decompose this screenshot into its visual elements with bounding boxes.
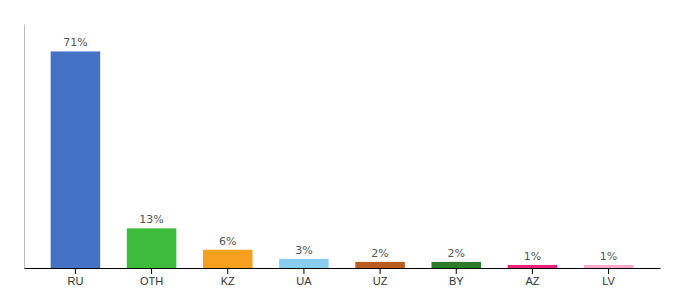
data-label: 13%	[139, 213, 163, 226]
x-tick-label: KZ	[221, 275, 235, 287]
data-label: 1%	[524, 250, 541, 263]
data-labels: 71% 13% 6% 3% 2% 2% 1% 1%	[63, 36, 617, 263]
data-label: 6%	[219, 235, 236, 248]
y-axis-line	[24, 25, 25, 269]
data-label: 71%	[63, 36, 87, 49]
x-tick-mark	[532, 268, 533, 274]
x-tick-mark	[227, 268, 228, 274]
x-tick: UA	[296, 268, 312, 287]
bar	[584, 265, 634, 268]
y-axis	[24, 25, 25, 269]
x-tick-mark	[151, 268, 152, 274]
x-tick: KZ	[221, 268, 235, 287]
x-tick-label: AZ	[525, 275, 539, 287]
x-tick-label: RU	[67, 275, 83, 287]
x-tick: RU	[67, 268, 83, 287]
x-tick: OTH	[140, 268, 163, 287]
data-label: 1%	[600, 250, 617, 263]
data-label: 3%	[295, 244, 312, 257]
data-label: 2%	[448, 247, 465, 260]
x-tick: LV	[602, 268, 615, 287]
plot: RU OTH KZ UA UZ BY AZ LV 71% 13% 6% 3% 2% 2% 1% 1%	[25, 25, 661, 287]
bar	[431, 262, 481, 268]
data-label: 2%	[371, 247, 388, 260]
bar	[508, 265, 558, 268]
bar	[203, 250, 253, 268]
x-axis: RU OTH KZ UA UZ BY AZ LV	[25, 268, 661, 287]
x-tick-label: LV	[602, 275, 615, 287]
x-tick-label: UZ	[373, 275, 388, 287]
x-tick-mark	[608, 268, 609, 274]
x-tick-label: BY	[449, 275, 464, 287]
x-tick-label: OTH	[140, 275, 163, 287]
x-tick: BY	[449, 268, 464, 287]
x-axis-line	[25, 268, 661, 269]
x-tick: UZ	[373, 268, 388, 287]
bar	[127, 228, 177, 268]
x-tick-mark	[456, 268, 457, 274]
bars	[51, 51, 634, 268]
bar	[355, 262, 405, 268]
x-tick: AZ	[525, 268, 539, 287]
x-tick-label: UA	[296, 275, 312, 287]
bar	[279, 259, 329, 268]
bar	[51, 51, 101, 268]
x-tick-mark	[380, 268, 381, 274]
x-tick-mark	[75, 268, 76, 274]
x-tick-mark	[303, 268, 304, 274]
chart: RU OTH KZ UA UZ BY AZ LV 71% 13% 6% 3% 2% 2% 1% 1%	[0, 0, 680, 300]
